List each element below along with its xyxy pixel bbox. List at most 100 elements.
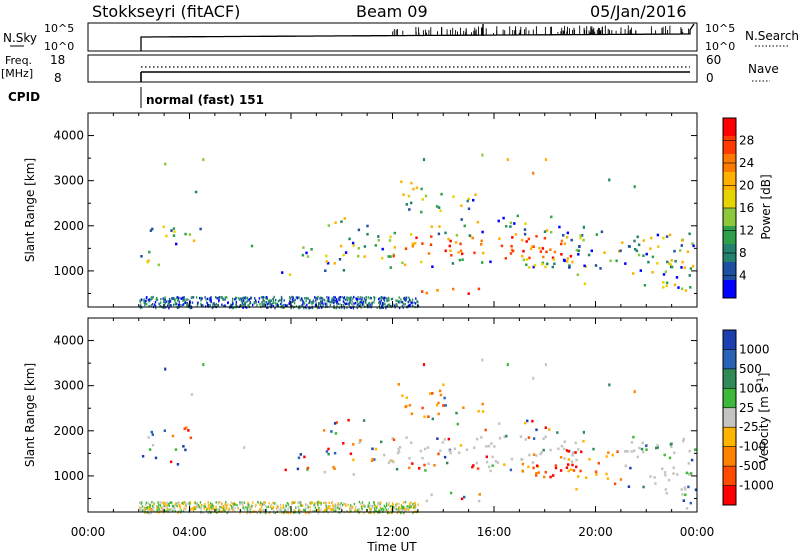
range-gate-cell [329,303,332,307]
range-gate-cell [309,301,311,305]
range-gate-cell [338,297,340,300]
range-gate-cell [334,221,337,224]
range-gate-cell [531,245,534,248]
range-gate-cell [590,249,593,253]
range-gate-cell [318,507,320,510]
range-gate-cell [423,415,426,419]
range-gate-cell [575,487,578,491]
range-gate-cell [219,501,221,504]
nsearch-tick-bottom: 10^0 [705,40,735,53]
range-gate-cell [264,501,266,504]
range-gate-cell [363,255,366,258]
range-gate-cell [454,241,458,244]
range-gate-cell [151,227,154,231]
range-gate-cell [544,158,547,162]
colorbar-segment [723,330,736,350]
range-gate-cell [506,158,509,162]
range-gate-cell [655,446,658,450]
range-gate-cell [316,501,318,504]
range-gate-cell [577,448,580,451]
range-gate-cell [438,225,441,228]
range-gate-cell [390,504,392,508]
range-gate-cell [235,300,238,304]
range-gate-cell [426,446,430,449]
range-gate-cell [584,476,588,479]
range-gate-cell [315,299,317,302]
range-gate-cell [404,507,406,510]
range-gate-cell [151,509,153,512]
range-gate-cell [210,296,212,299]
power-ylabel: Slant Range [km] [23,158,37,262]
range-gate-cell [619,249,622,253]
range-gate-cell [481,410,485,413]
range-gate-cell [421,242,424,245]
range-gate-cell [392,504,394,507]
range-gate-cell [280,509,283,512]
freq-unit: [MHz] [1,67,33,80]
range-gate-cell [272,501,274,505]
range-gate-cell [150,303,152,307]
range-gate-cell [404,303,406,306]
range-gate-cell [331,500,334,504]
y-tick-label: 3000 [53,379,84,393]
range-gate-cell [307,297,309,300]
range-gate-cell [218,296,220,299]
range-gate-cell [582,225,585,229]
range-gate-cell [431,265,434,268]
range-gate-cell [663,453,666,457]
range-gate-cell [165,504,168,508]
range-gate-cell [271,302,273,306]
range-gate-cell [192,239,196,243]
nsky-tick-bottom: 10^0 [44,40,74,53]
range-gate-cell [204,502,206,506]
range-gate-cell [444,231,447,235]
range-gate-cell [318,306,320,309]
range-gate-cell [427,415,430,418]
range-gate-cell [398,306,401,310]
range-gate-cell [155,307,157,310]
range-gate-cell [200,504,203,507]
range-gate-cell [415,236,418,240]
range-gate-cell [200,302,202,306]
range-gate-cell [204,296,206,299]
range-gate-cell [436,289,439,292]
power-colorbar-label: Power [dB] [759,174,773,239]
range-gate-cell [248,298,251,301]
colorbar-segment [723,190,736,209]
range-gate-cell [366,232,369,236]
range-gate-cell [304,297,306,300]
range-gate-cell [266,303,269,306]
range-gate-cell [392,506,394,509]
range-gate-cell [410,412,414,416]
range-gate-cell [489,260,492,264]
range-gate-cell [306,303,308,307]
range-gate-cell [352,443,355,446]
range-gate-cell [571,454,574,457]
range-gate-cell [185,508,187,511]
range-gate-cell [250,244,254,248]
range-gate-cell [404,405,407,409]
range-gate-cell [569,254,573,258]
range-gate-cell [180,304,182,307]
range-gate-cell [147,259,150,262]
range-gate-cell [541,247,545,250]
range-gate-cell [270,503,273,506]
range-gate-cell [386,511,389,515]
range-gate-cell [199,501,202,504]
range-gate-cell [172,234,176,237]
range-gate-cell [349,506,351,509]
range-gate-cell [200,506,203,509]
range-gate-cell [357,296,359,299]
range-gate-cell [222,298,225,301]
range-gate-cell [210,300,212,303]
range-gate-cell [148,300,150,303]
range-gate-cell [374,505,377,508]
range-gate-cell [211,509,213,513]
range-gate-cell [148,305,150,308]
range-gate-cell [493,445,496,448]
range-gate-cell [417,305,420,308]
range-gate-cell [339,504,341,507]
range-gate-cell [668,456,672,460]
range-gate-cell [487,444,491,448]
range-gate-cell [509,225,512,228]
